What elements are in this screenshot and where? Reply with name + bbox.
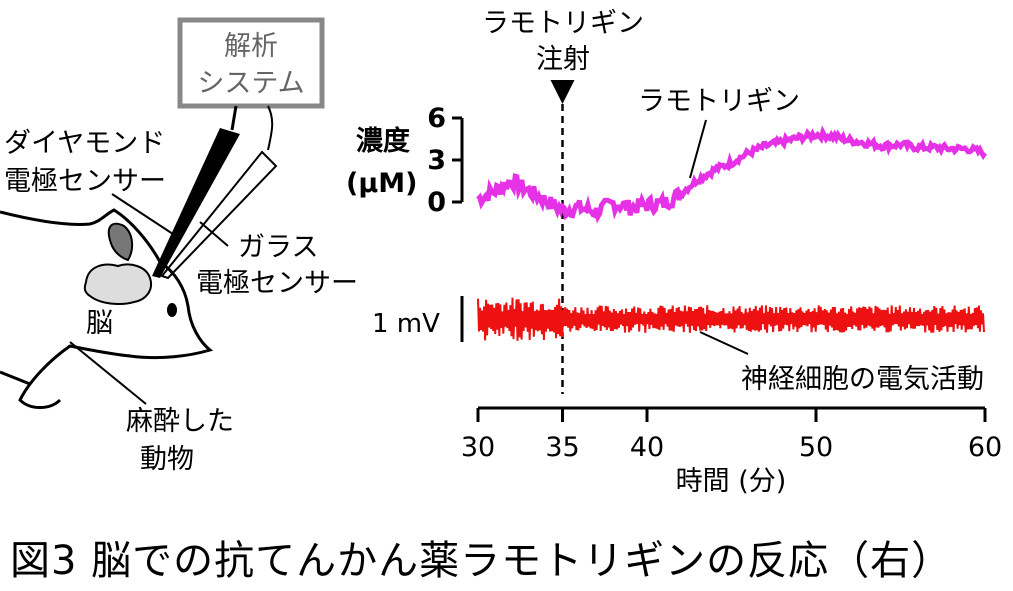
x-tick-label: 40	[630, 432, 664, 463]
animal-label-1: 麻酔した	[126, 406, 234, 437]
illustration: 解析 システム ダイヤモンド 電極センサー ガラス 電極センサー 脳 麻酔した …	[0, 17, 358, 475]
scale-bar-label: 1 mV	[372, 309, 440, 339]
brain-shape	[83, 263, 152, 305]
neuron-activity-label: 神経細胞の電気活動	[741, 364, 984, 395]
animal-label-2: 動物	[140, 444, 194, 475]
eye-shape	[167, 303, 177, 317]
x-tick-label: 35	[545, 432, 579, 463]
leader-glass	[199, 221, 229, 247]
lamotrigine-leader-line	[689, 119, 707, 179]
injection-marker	[550, 80, 575, 104]
leader-diamond	[111, 193, 177, 237]
analysis-system-box	[177, 17, 325, 109]
x-tick-label: 30	[461, 432, 495, 463]
y-tick-label: 3	[427, 145, 446, 176]
chart: ラモトリギン 注射 濃度 (μM) 630 ラモトリギン 1 mV 神経細胞の電…	[346, 8, 1002, 497]
glass-electrode-shape	[160, 150, 278, 280]
animal-outline	[0, 208, 214, 409]
time-xlabel: 時間 (分)	[676, 466, 787, 497]
y-tick-label: 6	[427, 103, 446, 134]
neuron-activity-trace	[477, 297, 985, 341]
y-tick-label: 0	[427, 187, 446, 218]
glass-electrode-label-2: 電極センサー	[196, 268, 358, 299]
analysis-system-label-1: 解析	[224, 31, 278, 62]
leader-animal	[69, 341, 147, 405]
cable-glass	[267, 105, 274, 151]
x-tick-label: 60	[968, 432, 1002, 463]
glass-electrode-label-1: ガラス	[238, 232, 318, 263]
concentration-ylabel-1: 濃度	[356, 125, 410, 157]
x-tick-label: 50	[799, 432, 833, 463]
animal-outline-lower	[0, 370, 31, 386]
figure-caption: 図3 脳での抗てんかん薬ラモトリギンの反応（右）	[10, 538, 953, 584]
diamond-electrode-shape	[152, 128, 240, 278]
lamotrigine-series-label: ラモトリギン	[638, 86, 800, 117]
ear-shape	[107, 222, 134, 262]
cable-diamond	[230, 105, 238, 131]
brain-label: 脳	[86, 308, 113, 339]
diamond-electrode-label-1: ダイヤモンド	[4, 128, 165, 159]
injection-label-2: 注射	[536, 44, 590, 75]
neuron-leader-line	[699, 331, 749, 355]
diamond-electrode-label-2: 電極センサー	[4, 166, 166, 197]
figure-canvas: 解析 システム ダイヤモンド 電極センサー ガラス 電極センサー 脳 麻酔した …	[0, 8, 1002, 497]
lamotrigine-concentration-line	[476, 125, 988, 224]
analysis-system-label-2: システム	[197, 68, 304, 99]
concentration-ylabel-2: (μM)	[346, 168, 417, 199]
injection-label-1: ラモトリギン	[482, 8, 644, 39]
